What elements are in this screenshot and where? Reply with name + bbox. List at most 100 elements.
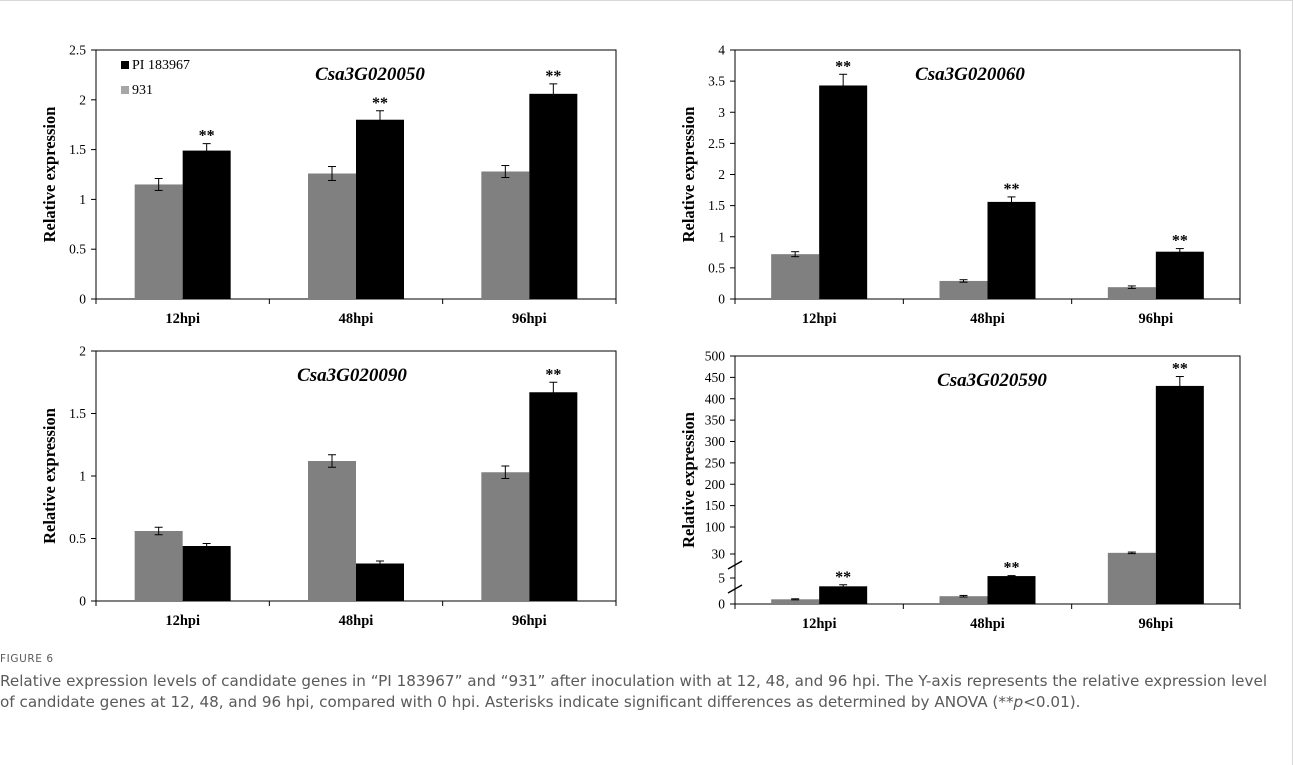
legend-swatch-931 <box>121 86 129 94</box>
bar-series-pi183967 <box>182 150 231 299</box>
figure-caption: FIGURE 6 Relative expression levels of c… <box>0 653 1293 713</box>
y-axis-label: Relative expression <box>679 107 698 243</box>
y-tick-label: 2 <box>718 167 725 182</box>
y-axis-label: Relative expression <box>40 408 59 544</box>
bar-series-931 <box>481 171 530 299</box>
bar-series-pi183967 <box>1155 385 1204 604</box>
chart-panel-top-right: 0 0.5 1 1.5 2 2.5 3 3.5 4 12hpi ** 48hpi ** 96hpi ** Cs… <box>679 43 1241 327</box>
chart-panel-bottom-left: 0 0.5 1 1.5 2 12hpi 48hpi 96hpi ** Csa3G020090 Rel… <box>40 344 617 629</box>
y-tick-label: 2 <box>79 92 86 107</box>
axis-break-mark <box>727 584 743 594</box>
bar-series-pi183967 <box>1155 251 1204 299</box>
y-tick-label: 3.5 <box>708 74 725 89</box>
legend-label-pi183967: PI 183967 <box>132 58 190 73</box>
y-tick-label: 1 <box>79 192 86 207</box>
chart-title: Csa3G020090 <box>297 365 407 386</box>
y-tick-label: 200 <box>705 477 726 492</box>
bar-series-931 <box>771 599 820 604</box>
y-tick-label: 0 <box>718 597 725 612</box>
bar-series-pi183967 <box>987 576 1036 604</box>
significance-label: ** <box>835 569 851 586</box>
x-tick-label: 48hpi <box>970 616 1005 632</box>
bar-series-pi183967 <box>529 93 578 299</box>
chart-panel-bottom-right: 0 5 30 100 150 200 250 300 350 400 450 500 12hpi ** 48… <box>679 349 1241 632</box>
chart-panel-top-left: 0 0.5 1 1.5 2 2.5 12hpi ** 48hpi ** 96hpi ** Csa3G02… <box>40 43 617 327</box>
y-tick-label: 1 <box>79 469 86 484</box>
chart-title: Csa3G020050 <box>315 64 425 85</box>
bar-series-931 <box>1107 287 1156 299</box>
significance-label: ** <box>372 95 388 112</box>
significance-label: ** <box>545 366 561 383</box>
y-tick-label: 30 <box>712 547 726 562</box>
y-tick-label: 300 <box>705 434 726 449</box>
y-tick-label: 100 <box>705 520 726 535</box>
bar-series-931 <box>134 531 183 601</box>
y-tick-label: 0 <box>79 594 86 609</box>
y-tick-label: 2.5 <box>708 136 725 151</box>
bar-series-931 <box>308 461 356 601</box>
caption-text-part-1: Relative expression levels of candidate … <box>0 672 1268 711</box>
y-tick-label: 400 <box>705 391 726 406</box>
significance-label: ** <box>1172 361 1188 378</box>
y-tick-label: 0 <box>718 292 725 307</box>
x-tick-label: 48hpi <box>970 311 1005 327</box>
y-tick-label: 450 <box>705 370 726 385</box>
frame-border-top <box>0 0 1293 1</box>
bar-series-931 <box>134 184 183 299</box>
y-tick-label: 0.5 <box>708 260 725 275</box>
bar-series-pi183967 <box>819 586 868 604</box>
bar-series-pi183967 <box>819 85 868 299</box>
y-tick-label: 1.5 <box>69 406 86 421</box>
chart-title: Csa3G020590 <box>937 370 1047 391</box>
bar-series-931 <box>1107 552 1156 604</box>
y-tick-label: 2.5 <box>69 43 86 58</box>
y-tick-label: 350 <box>705 413 726 428</box>
bar-series-pi183967 <box>356 563 404 601</box>
x-tick-label: 96hpi <box>1138 616 1173 632</box>
y-tick-label: 4 <box>718 43 725 58</box>
y-axis-label: Relative expression <box>679 412 698 548</box>
significance-label: ** <box>545 68 561 85</box>
chart-title: Csa3G020060 <box>915 64 1025 85</box>
figure-caption-text: Relative expression levels of candidate … <box>0 671 1285 713</box>
y-axis-label: Relative expression <box>40 107 59 243</box>
bar-series-931 <box>481 472 530 601</box>
y-tick-label: 1 <box>718 229 725 244</box>
x-tick-label: 48hpi <box>339 613 374 629</box>
y-tick-label: 250 <box>705 455 726 470</box>
y-tick-label: 150 <box>705 498 726 513</box>
y-tick-label: 0 <box>79 292 86 307</box>
y-tick-label: 3 <box>718 105 725 120</box>
axis-break-mark <box>727 560 743 570</box>
significance-label: ** <box>1004 560 1020 577</box>
x-tick-label: 12hpi <box>802 311 837 327</box>
y-tick-label: 0.5 <box>69 531 86 546</box>
x-tick-label: 12hpi <box>165 311 200 327</box>
x-tick-label: 96hpi <box>1138 311 1173 327</box>
y-tick-label: 500 <box>705 349 726 364</box>
x-tick-label: 48hpi <box>339 311 374 327</box>
y-tick-label: 5 <box>718 571 725 586</box>
x-tick-label: 96hpi <box>512 311 547 327</box>
bar-series-pi183967 <box>987 201 1036 299</box>
significance-label: ** <box>835 58 851 75</box>
x-tick-label: 12hpi <box>802 616 837 632</box>
bar-series-pi183967 <box>182 546 231 601</box>
bar-series-931 <box>939 280 988 299</box>
legend-label-931: 931 <box>132 83 153 98</box>
caption-text-part-2: <0.01). <box>1023 693 1081 711</box>
bar-series-931 <box>308 173 356 299</box>
significance-label: ** <box>1004 181 1020 198</box>
caption-p-symbol: p <box>1013 693 1024 711</box>
x-tick-label: 96hpi <box>512 613 547 629</box>
significance-label: ** <box>199 128 215 145</box>
y-tick-label: 1.5 <box>69 142 86 157</box>
y-tick-label: 2 <box>79 344 86 359</box>
y-tick-label: 1.5 <box>708 198 725 213</box>
bar-series-931 <box>771 254 820 299</box>
bar-series-pi183967 <box>356 119 404 299</box>
x-tick-label: 12hpi <box>165 613 200 629</box>
bar-series-931 <box>939 596 988 604</box>
bar-series-pi183967 <box>529 392 578 601</box>
